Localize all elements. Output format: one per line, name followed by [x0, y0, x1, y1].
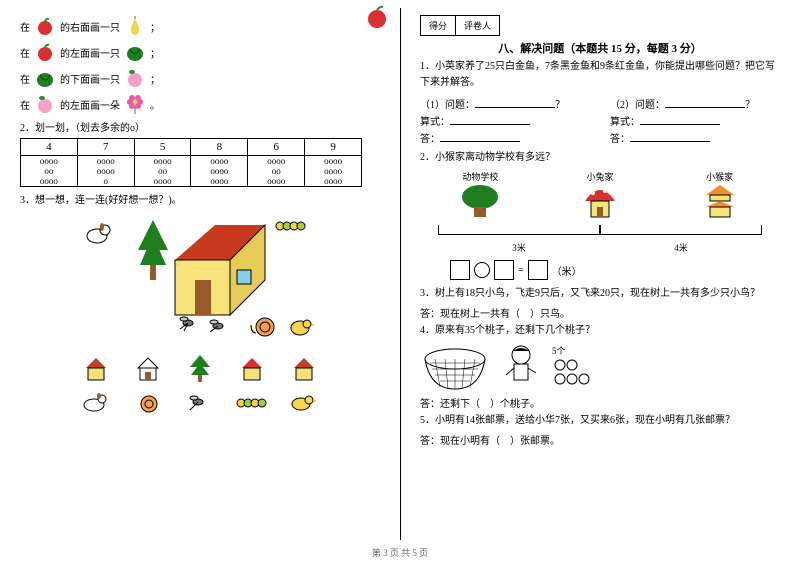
answer-8-3: 答：现在树上一共有（ ）只鸟。 — [420, 305, 780, 320]
target-row-2 — [70, 388, 330, 418]
watermelon-icon — [124, 41, 146, 63]
school-icon — [460, 183, 500, 219]
table-cell: oooo — [21, 176, 77, 186]
text: 的下面画一只 — [60, 71, 120, 86]
table-cell: oooo — [248, 176, 304, 186]
basket-illustration: 5个 — [420, 343, 780, 391]
sub-question-2: （2）问题：？ — [610, 96, 780, 111]
score-label: 得分 — [420, 15, 455, 36]
table-header: 5 — [134, 139, 191, 156]
circle-table: 4 7 5 8 6 9 oooo oo oooo oooo oooo o ooo… — [20, 138, 362, 187]
table-cell: oooo — [78, 166, 134, 176]
text: 。 — [150, 97, 160, 112]
grader-label: 评卷人 — [455, 15, 500, 36]
table-cell: oooo — [305, 166, 361, 176]
peach-count: 5个 — [552, 344, 602, 357]
peach-icon — [124, 67, 146, 89]
question-8-3: 3．树上有18只小鸟，飞走9只后，又飞来20只，现在树上一共有多少只小鸟？ — [420, 286, 780, 302]
mosquito-small-icon — [182, 388, 218, 418]
calc-label: 算式： — [420, 113, 590, 128]
caterpillar-small-icon — [234, 388, 270, 418]
distance-bracket — [438, 225, 762, 243]
tree-small-icon — [182, 354, 218, 384]
sub-question-1: （1）问题：？ — [420, 96, 590, 111]
answer-label: 答： — [420, 130, 590, 145]
table-cell: oo — [135, 166, 191, 176]
fruit-line-4: 在 的左面画一朵 。 — [20, 93, 380, 115]
question-8-2: 2．小猴家离动物学校有多远？ — [420, 150, 780, 166]
child-icon — [498, 343, 544, 391]
apple-icon — [34, 15, 56, 37]
text: 在 — [20, 19, 30, 34]
section-8-title: 八、解决问题（本题共 15 分，每题 3 分） — [420, 40, 780, 56]
table-cell: oooo — [191, 156, 247, 166]
table-cell: oooo — [135, 176, 191, 186]
table-cell: oooo — [135, 156, 191, 166]
score-box: 得分 评卷人 — [420, 15, 780, 36]
house-small-icon — [78, 354, 114, 384]
table-header: 4 — [21, 139, 78, 156]
table-cell: oo — [248, 166, 304, 176]
rabbit-house-label: 小兔家 — [581, 170, 619, 183]
text: 在 — [20, 71, 30, 86]
table-header: 7 — [77, 139, 134, 156]
apple-decoration-icon — [364, 4, 390, 33]
page-footer: 第 3 页 共 5 页 — [0, 546, 800, 559]
peach-icon — [34, 93, 56, 115]
text: ； — [150, 71, 160, 86]
table-cell: oooo — [305, 176, 361, 186]
pagoda-house-icon — [700, 183, 740, 219]
unit-label: （米） — [552, 263, 582, 278]
fruit-line-1: 在 的右面画一只 ； — [20, 15, 380, 37]
dog-small-icon — [78, 388, 114, 418]
answer-8-4: 答：还剩下（ ）个桃子。 — [420, 395, 780, 410]
text: 在 — [20, 97, 30, 112]
table-cell: oooo — [78, 156, 134, 166]
table-cell: oooo — [191, 166, 247, 176]
answer-8-5: 答：现在小明有（ ）张邮票。 — [420, 432, 780, 447]
basket-icon — [420, 343, 490, 391]
target-row-1 — [70, 354, 330, 384]
apple-icon — [34, 41, 56, 63]
question-2: 2．划一划，（划去多余的o） — [20, 119, 380, 134]
equation-boxes: = （米） — [450, 260, 780, 280]
text: 的左面画一只 — [60, 45, 120, 60]
table-header: 9 — [305, 139, 362, 156]
scene-illustration — [80, 210, 320, 350]
text: ； — [150, 45, 160, 60]
watermelon-icon — [34, 67, 56, 89]
question-8-5: 5．小明有14张邮票，送给小华7张，又买来6张，现在小明有几张邮票？ — [420, 413, 780, 429]
question-3: 3．想一想，连一连(好好想一想？)。 — [20, 191, 380, 206]
table-cell: oo — [21, 166, 77, 176]
chick-small-icon — [286, 388, 322, 418]
table-cell: oooo — [191, 176, 247, 186]
mushroom-house-icon — [581, 183, 619, 219]
question-8-1: 1．小英家养了25只白金鱼，7条黑金鱼和9条红金鱼，你能提出哪些问题？把它写下来… — [420, 59, 780, 91]
snail-small-icon — [130, 388, 166, 418]
flower-icon — [124, 93, 146, 115]
question-8-4: 4．原来有35个桃子，还剩下几个桃子？ — [420, 323, 780, 339]
house-small-icon — [130, 354, 166, 384]
answer-label: 答： — [610, 130, 780, 145]
text: 在 — [20, 45, 30, 60]
table-cell: oooo — [21, 156, 77, 166]
peaches-icon — [552, 357, 602, 387]
table-cell: o — [78, 176, 134, 186]
house-row: 动物学校 小兔家 小猴家 — [420, 170, 780, 221]
school-label: 动物学校 — [460, 170, 500, 183]
house-small-icon — [234, 354, 270, 384]
text: 的左面画一朵 — [60, 97, 120, 112]
table-header: 6 — [248, 139, 305, 156]
text: 的右面画一只 — [60, 19, 120, 34]
text: ； — [150, 19, 160, 34]
table-header: 8 — [191, 139, 248, 156]
fruit-line-3: 在 的下面画一只 ； — [20, 67, 380, 89]
table-cell: oooo — [248, 156, 304, 166]
fruit-line-2: 在 的左面画一只 ； — [20, 41, 380, 63]
house-small-icon — [286, 354, 322, 384]
pear-icon — [124, 15, 146, 37]
monkey-house-label: 小猴家 — [700, 170, 740, 183]
table-cell: oooo — [305, 156, 361, 166]
calc-label: 算式： — [610, 113, 780, 128]
